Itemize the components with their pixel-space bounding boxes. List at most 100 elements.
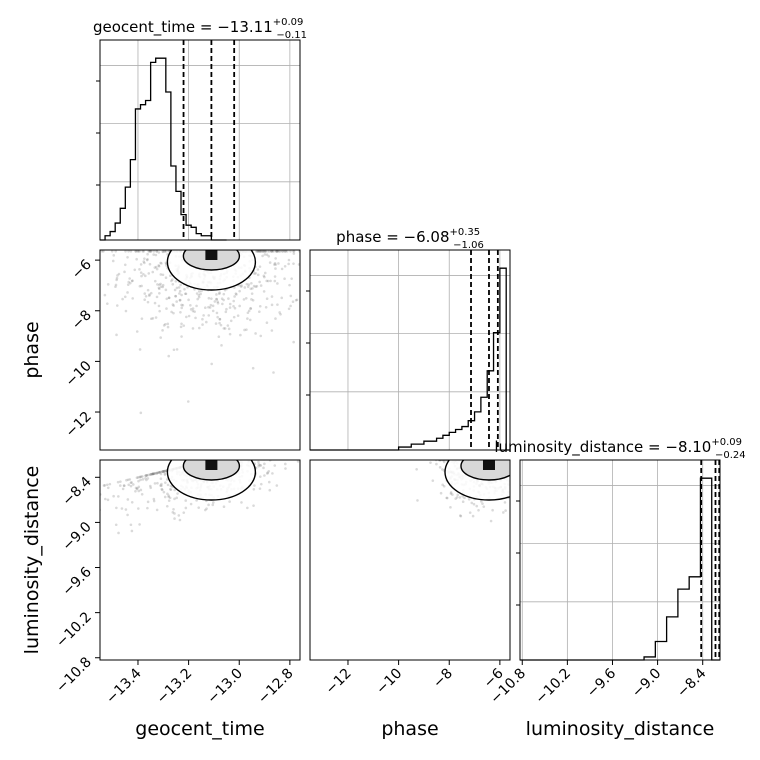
sample-point (241, 453, 244, 456)
sample-point (194, 316, 197, 320)
sample-point (235, 453, 238, 456)
sample-point (512, 459, 515, 462)
sample-point (503, 501, 507, 504)
sample-point (207, 503, 210, 507)
sample-point (130, 500, 134, 504)
histogram-geocent_time (100, 57, 227, 241)
sample-point (239, 452, 242, 455)
sample-point (106, 498, 110, 502)
panel-title-luminosity_distance: luminosity_distance = −8.10+0.09 −0.24 (494, 437, 745, 461)
sample-point (292, 250, 295, 253)
sample-point (134, 250, 137, 253)
sample-point (164, 250, 168, 253)
sample-point (228, 306, 232, 309)
sample-point (131, 279, 134, 282)
sample-point (220, 297, 224, 301)
sample-point (283, 277, 286, 281)
sample-point (292, 340, 295, 344)
sample-point (121, 297, 124, 301)
sample-point (173, 497, 176, 501)
sample-point (157, 304, 161, 308)
sample-point (245, 328, 248, 331)
sample-point (137, 489, 141, 493)
sample-point (162, 324, 166, 327)
sample-point (121, 487, 125, 491)
sample-point (134, 486, 138, 490)
sample-point (279, 313, 282, 316)
sample-point (250, 298, 253, 301)
sample-point (265, 297, 269, 301)
sample-point (131, 483, 135, 486)
sample-point (169, 487, 172, 491)
sample-point (515, 459, 518, 462)
sample-point (179, 325, 183, 329)
sample-point (272, 250, 276, 253)
sample-point (215, 311, 219, 315)
sample-point (297, 263, 300, 266)
sample-point (256, 273, 260, 277)
sample-point (262, 290, 266, 293)
sample-point (177, 286, 181, 289)
sample-point (126, 291, 129, 294)
sample-point (516, 459, 519, 462)
sample-point (138, 268, 141, 271)
sample-point (119, 480, 122, 483)
sample-point (285, 250, 289, 253)
sample-point (238, 452, 241, 455)
sample-point (153, 472, 157, 475)
sample-point (449, 506, 452, 509)
sample-point (161, 470, 165, 473)
sample-point (218, 321, 221, 325)
sample-point (157, 264, 161, 267)
sample-point (516, 481, 519, 484)
sample-point (144, 274, 147, 278)
sample-point (167, 296, 171, 300)
sample-point (254, 285, 258, 288)
sample-point (234, 453, 237, 456)
sample-point (221, 456, 224, 459)
sample-point (214, 322, 218, 325)
sample-point (254, 332, 257, 335)
sample-point (166, 325, 170, 329)
sample-point (170, 279, 173, 283)
sample-point (175, 286, 179, 290)
sample-point (238, 289, 241, 293)
sample-point (163, 495, 167, 499)
sample-point (163, 250, 167, 253)
sample-point (280, 267, 284, 271)
sample-point (178, 518, 182, 522)
sample-point (249, 287, 253, 291)
sample-point (232, 304, 235, 308)
sample-point (151, 472, 155, 476)
sample-point (416, 499, 419, 502)
sample-point (445, 496, 449, 500)
sample-point (229, 455, 232, 458)
sample-point (475, 504, 479, 508)
sample-point (511, 474, 514, 477)
sample-point (173, 517, 176, 520)
hist-panel-geocent_time (96, 39, 301, 241)
sample-point (178, 289, 182, 293)
density-peak (482, 460, 495, 470)
sample-point (263, 253, 267, 256)
sample-point (516, 472, 519, 475)
sample-point (115, 304, 119, 307)
sample-point (152, 250, 156, 253)
sample-point (257, 460, 260, 464)
panel-frame (519, 459, 721, 661)
sample-point (232, 454, 235, 457)
sample-point (204, 508, 207, 512)
sample-point (222, 505, 226, 508)
sample-point (138, 475, 141, 479)
sample-point (291, 300, 295, 304)
sample-point (282, 250, 286, 253)
sample-point (143, 261, 146, 265)
sample-point (100, 250, 104, 253)
sample-point (110, 250, 114, 253)
sample-point (268, 488, 272, 492)
sample-point (245, 450, 248, 453)
x-tick-label: −13.0 (204, 666, 246, 708)
sample-point (285, 451, 288, 454)
sample-point (195, 292, 199, 295)
sample-point (139, 478, 142, 482)
